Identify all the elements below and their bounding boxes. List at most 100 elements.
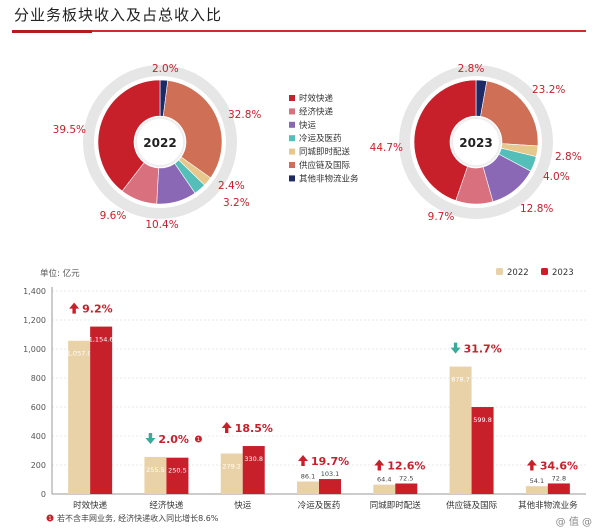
donut-center-1 [451,117,501,167]
change-label-1: 2.0% [158,433,189,446]
legend-swatch-2 [289,121,295,128]
bar-value-label-2022-0: 1,057.0 [67,350,92,358]
footnote-text: 若不含丰网业务, 经济快递收入同比增长8.6% [57,513,219,523]
donut-slice-label-1-4: 2.8% [555,151,582,163]
title-divider [12,30,586,32]
change-label-3: 19.7% [311,455,349,468]
x-tick-label-5: 供应链及国际 [446,500,498,511]
legend-label-0: 时效快递 [299,93,334,104]
bar-2023-6 [547,483,570,494]
donut-slice-label-0-6: 2.0% [152,63,179,75]
x-tick-label-6: 其他非物流业务 [518,500,578,511]
unit-label: 单位: 亿元 [40,268,80,279]
donut-slice-label-1-6: 2.8% [458,63,485,75]
y-tick-label-0: 0 [41,490,46,499]
bar-2023-3 [319,479,341,494]
bar-value-label-2023-0: 1,154.6 [89,336,114,344]
title-divider-accent [12,30,92,33]
change-label-0: 9.2% [82,303,113,316]
legend-swatch-4 [289,148,295,155]
footnote-marker-bottom-text: 1 [48,516,51,522]
y-tick-label-4: 800 [31,374,46,383]
bar-value-label-2023-4: 72.5 [399,474,413,482]
x-tick-label-2: 快运 [234,500,252,511]
legend-swatch-6 [289,175,295,182]
legend-label-3: 冷运及医药 [299,133,342,144]
bar-2022-4 [373,484,396,494]
donut-slice-0-0 [97,79,161,192]
y-tick-label-2: 400 [31,432,46,441]
bar-2023-2 [242,446,265,494]
page-title: 分业务板块收入及占总收入比 [14,6,223,24]
bar-value-label-2022-3: 86.1 [301,473,315,481]
y-tick-label-5: 1,000 [23,345,46,354]
bar-value-label-2022-6: 54.1 [530,477,544,485]
footnote-marker-1 [194,435,202,443]
legend-swatch-5 [289,162,295,168]
donut-slice-label-1-3: 4.0% [543,171,570,183]
donut-center-0 [135,117,185,167]
bar-value-label-2022-5: 878.7 [451,376,470,384]
change-label-6: 34.6% [540,459,578,472]
donut-slice-label-0-1: 9.6% [100,210,127,222]
bar-legend-swatch-2022 [496,268,503,275]
y-tick-label-6: 1,200 [23,316,46,325]
donut-slice-0-5 [162,80,223,179]
watermark: @ 值 @ [555,517,592,528]
bar-2022-3 [297,481,319,494]
bar-2022-5 [449,366,472,494]
change-label-4: 12.6% [387,459,425,472]
y-tick-label-1: 200 [31,461,46,470]
up-arrow-icon-0 [69,302,80,314]
up-arrow-icon-6 [526,459,537,471]
bar-value-label-2023-1: 250.5 [168,467,187,475]
bar-2022-0 [68,340,91,494]
bar-value-label-2022-4: 64.4 [377,476,391,484]
bar-value-label-2023-2: 330.8 [244,455,263,463]
donut-center-label-0: 2022 [143,136,176,150]
bar-legend-label-2022: 2022 [507,268,529,278]
donut-slice-label-0-0: 39.5% [53,124,86,136]
x-tick-label-1: 经济快递 [149,500,184,511]
bar-2023-0 [90,326,113,494]
down-arrow-icon-5 [450,342,461,354]
bar-value-label-2022-1: 255.5 [146,466,165,474]
bar-2023-1 [166,457,189,494]
bar-value-label-2023-3: 103.1 [321,470,340,478]
donut-slice-1-5 [480,80,539,147]
change-label-2: 18.5% [235,422,273,435]
legend-label-5: 供应链及国际 [299,160,351,171]
up-arrow-icon-2 [221,422,232,434]
y-tick-label-7: 1,400 [23,287,46,296]
x-tick-label-4: 同城即时配送 [370,500,422,511]
donut-slice-label-1-2: 12.8% [520,203,553,215]
donut-center-label-1: 2023 [459,136,492,150]
bar-2023-4 [395,483,418,494]
up-arrow-icon-3 [298,455,308,467]
up-arrow-icon-4 [374,459,385,471]
bar-2022-1 [144,456,167,494]
legend-swatch-0 [289,95,295,101]
y-tick-label-3: 600 [31,403,46,412]
x-tick-label-3: 冷运及医药 [298,500,341,511]
legend-swatch-1 [289,108,295,115]
bar-legend-label-2023: 2023 [552,268,574,278]
donut-slice-1-0 [413,79,477,201]
donut-slice-label-0-5: 32.8% [228,109,261,121]
bar-legend-swatch-2023 [541,268,548,275]
change-label-5: 31.7% [464,343,502,356]
donut-slice-label-1-1: 9.7% [428,211,455,223]
bar-value-label-2023-6: 72.8 [552,474,566,482]
footnote-marker-text-1: 1 [197,437,200,443]
legend-label-1: 经济快递 [299,106,334,117]
bar-2022-2 [220,453,243,494]
donut-slice-label-1-5: 23.2% [532,84,565,96]
donut-slice-label-0-3: 3.2% [223,197,250,209]
footnote-marker-bottom [46,514,54,522]
down-arrow-icon-1 [145,432,156,444]
legend-swatch-3 [289,135,295,142]
bar-2022-6 [525,486,548,494]
legend-label-6: 其他非物流业务 [299,173,359,184]
bar-value-label-2023-5: 599.8 [473,416,492,424]
